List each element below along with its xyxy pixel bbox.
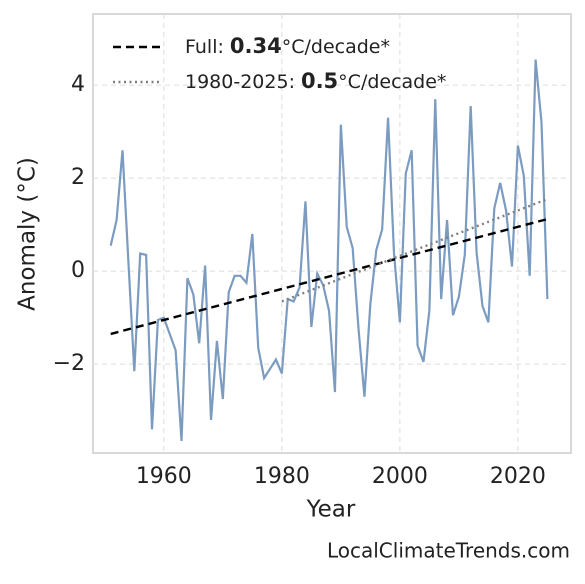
x-tick-label: 2020 (490, 464, 546, 489)
legend-text: °C/decade* (282, 36, 390, 58)
source: LocalClimateTrends.com (327, 539, 570, 563)
trend-line (281, 197, 548, 303)
legend-text: 0.34 (230, 34, 282, 58)
x-tick-label: 1980 (254, 464, 310, 489)
x-tick-label: 2000 (372, 464, 428, 489)
y-tick-label: 0 (71, 258, 85, 283)
y-tick-label: 2 (71, 165, 85, 190)
x-axis-label: Year (306, 497, 356, 523)
legend-text: 1980-2025: (185, 71, 295, 93)
y-axis-label: Anomaly (°C) (15, 157, 41, 311)
y-tick-label: −2 (53, 351, 85, 376)
legend-text: 0.5 (301, 69, 338, 93)
y-tick-label: 4 (71, 72, 85, 97)
trend-line (110, 217, 548, 336)
data-line (109, 59, 549, 441)
legend-label: Full: 0.34°C/decade* (185, 34, 390, 58)
x-tick-label: 1960 (136, 464, 192, 489)
legend-text: °C/decade* (338, 71, 446, 93)
legend-label: 1980-2025: 0.5°C/decade* (185, 69, 446, 93)
legend-text: Full: (185, 36, 224, 58)
